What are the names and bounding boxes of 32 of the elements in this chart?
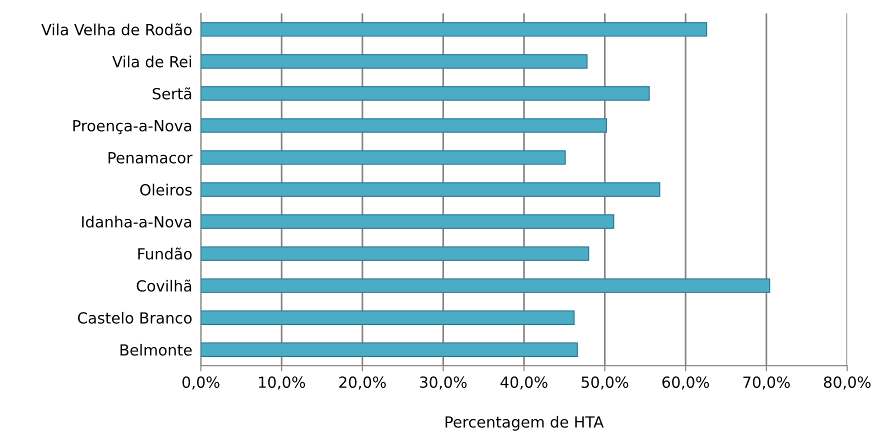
bar: [200, 214, 614, 229]
y-tick-label: Fundão: [138, 248, 192, 260]
x-tick-label: 20,0%: [339, 376, 386, 390]
bar: [200, 246, 590, 261]
bar: [200, 182, 660, 197]
x-tick-label: 50,0%: [582, 376, 628, 390]
x-tick-label: 70,0%: [743, 376, 790, 390]
x-tick-label: 60,0%: [662, 376, 710, 390]
bar: [200, 278, 770, 293]
y-tick-label: Castelo Branco: [78, 312, 192, 324]
x-tick-label: 10,0%: [259, 376, 306, 390]
y-tick-label: Oleiros: [140, 184, 192, 196]
y-tick-label: Vila de Rei: [112, 56, 192, 68]
x-tick-label: 80,0%: [824, 376, 871, 390]
bar: [200, 54, 588, 69]
bar: [200, 86, 650, 101]
bar: [200, 22, 708, 37]
y-tick-label: Vila Velha de Rodão: [41, 23, 192, 36]
y-tick-label: Covilhã: [136, 280, 192, 292]
bar: [200, 342, 578, 357]
x-axis-title: Percentagem de HTA: [446, 416, 604, 431]
x-tick-label: 30,0%: [420, 376, 467, 390]
bar: [200, 118, 607, 133]
y-tick-label: Penamacor: [108, 152, 192, 164]
x-tick-label: 0,0%: [182, 376, 220, 390]
y-tick-label: Idanha-a-Nova: [82, 216, 192, 228]
bar: [200, 150, 566, 165]
bar: [200, 310, 575, 325]
x-tick-label: 40,0%: [500, 376, 548, 390]
y-tick-label: Proença-a-Nova: [73, 120, 192, 134]
y-tick-label: Sertã: [152, 87, 192, 100]
y-tick-label: Belmonte: [120, 344, 192, 356]
